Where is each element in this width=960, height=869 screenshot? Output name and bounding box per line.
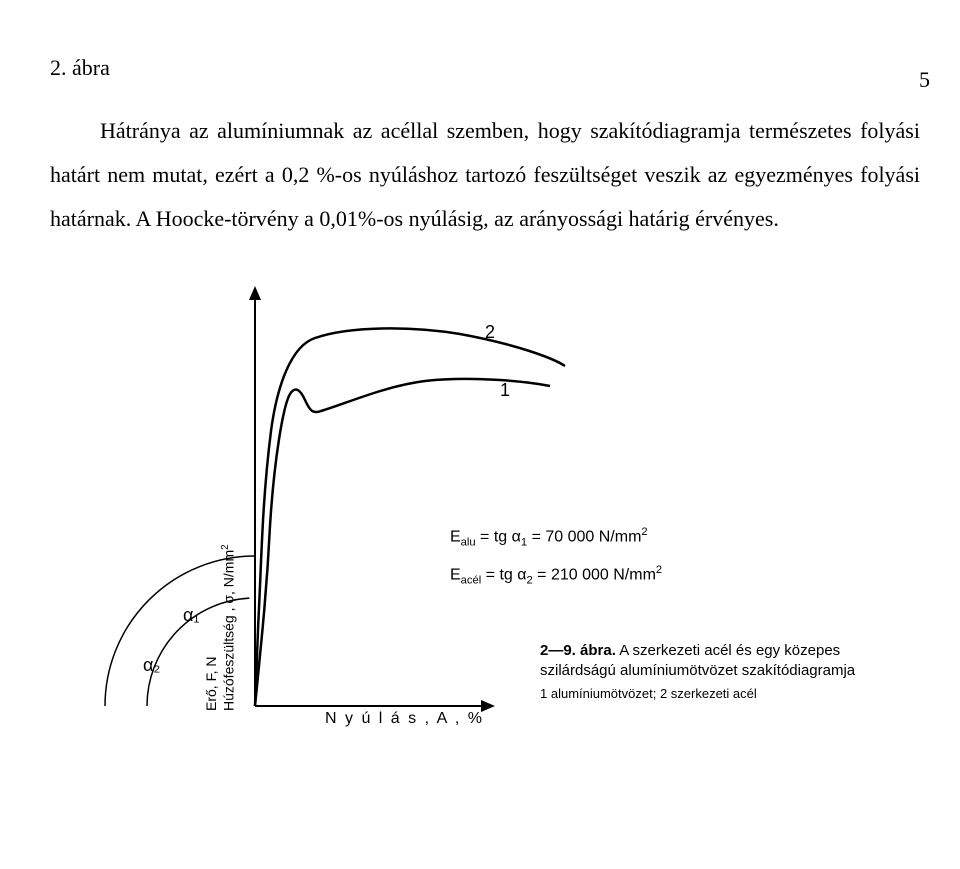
page-number: 5 (919, 67, 930, 93)
svg-text:α₂: α₂ (143, 655, 160, 675)
svg-text:2: 2 (485, 322, 495, 342)
tensile-diagram-figure: 1 2 α₁ α₂ Erő, F, NHúzófeszültség , σ, N/mm… (85, 286, 885, 716)
xaxis-label: N y ú l á s , A , % (325, 710, 484, 728)
svg-text:α₁: α₁ (183, 605, 199, 625)
embedded-figure-caption: 2—9. ábra. A szerkezeti acél és egy köze… (540, 641, 900, 682)
embedded-figure-legend: 1 alumíniumötvözet; 2 szerkezeti acél (540, 686, 757, 701)
figure-caption-top: 2. ábra (50, 55, 920, 81)
body-paragraph: Hátránya az alumíniumnak az acéllal szem… (50, 109, 920, 241)
svg-text:1: 1 (500, 380, 510, 400)
yaxis-label: Erő, F, NHúzófeszültség , σ, N/mm2 (203, 291, 237, 711)
formula-e-alu: Ealu = tg α1 = 70 000 N/mm2 (450, 526, 648, 549)
formula-e-acel: Eacél = tg α2 = 210 000 N/mm2 (450, 564, 662, 587)
